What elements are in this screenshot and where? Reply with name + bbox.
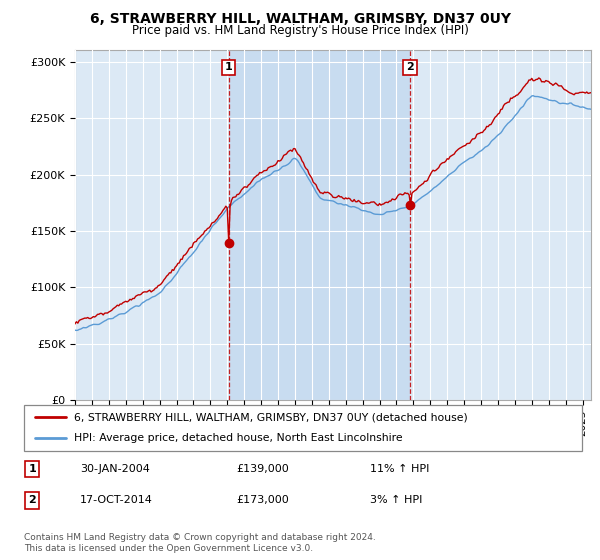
Text: 17-OCT-2014: 17-OCT-2014 bbox=[80, 496, 152, 506]
Bar bbox=[229, 50, 410, 400]
Text: 1: 1 bbox=[225, 62, 232, 72]
Text: 30-JAN-2004: 30-JAN-2004 bbox=[80, 464, 149, 474]
Text: HPI: Average price, detached house, North East Lincolnshire: HPI: Average price, detached house, Nort… bbox=[74, 433, 403, 444]
Text: 6, STRAWBERRY HILL, WALTHAM, GRIMSBY, DN37 0UY (detached house): 6, STRAWBERRY HILL, WALTHAM, GRIMSBY, DN… bbox=[74, 412, 468, 422]
Text: 1: 1 bbox=[28, 464, 36, 474]
Text: 2: 2 bbox=[28, 496, 36, 506]
Text: £139,000: £139,000 bbox=[236, 464, 289, 474]
Text: £173,000: £173,000 bbox=[236, 496, 289, 506]
Text: 11% ↑ HPI: 11% ↑ HPI bbox=[370, 464, 430, 474]
Text: Price paid vs. HM Land Registry's House Price Index (HPI): Price paid vs. HM Land Registry's House … bbox=[131, 24, 469, 37]
FancyBboxPatch shape bbox=[24, 405, 582, 451]
Text: 2: 2 bbox=[406, 62, 414, 72]
Text: 3% ↑ HPI: 3% ↑ HPI bbox=[370, 496, 422, 506]
Text: 6, STRAWBERRY HILL, WALTHAM, GRIMSBY, DN37 0UY: 6, STRAWBERRY HILL, WALTHAM, GRIMSBY, DN… bbox=[89, 12, 511, 26]
Text: Contains HM Land Registry data © Crown copyright and database right 2024.
This d: Contains HM Land Registry data © Crown c… bbox=[24, 533, 376, 553]
